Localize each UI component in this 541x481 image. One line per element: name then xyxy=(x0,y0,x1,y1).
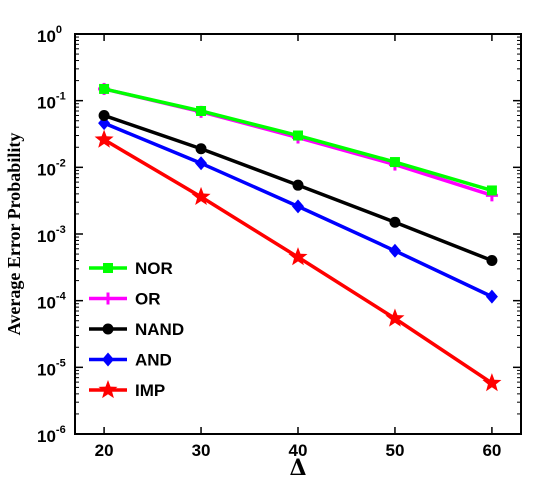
data-point-nand xyxy=(389,216,401,228)
data-point-nor xyxy=(389,157,400,168)
legend-marker-nand xyxy=(102,323,114,335)
legend-label-and: AND xyxy=(135,351,172,370)
legend-marker-or xyxy=(102,292,114,305)
x-axis-label: Δ xyxy=(289,455,306,481)
data-point-nand xyxy=(98,109,110,121)
legend-item-imp: IMP xyxy=(89,380,165,400)
legend-label-imp: IMP xyxy=(135,381,165,400)
x-tick-label: 50 xyxy=(385,441,404,460)
x-tick-label: 30 xyxy=(192,441,211,460)
data-point-imp xyxy=(288,247,308,266)
data-point-nand xyxy=(292,179,304,191)
series-nand xyxy=(98,109,498,267)
series-nor xyxy=(99,83,497,196)
legend-item-and: AND xyxy=(89,351,172,370)
data-point-nor xyxy=(196,105,207,116)
data-point-and xyxy=(485,289,498,304)
data-point-nor xyxy=(293,130,303,141)
y-tick-label: 10-4 xyxy=(37,291,67,313)
y-tick-label: 10-3 xyxy=(37,224,66,246)
data-point-nor xyxy=(486,185,497,196)
legend-marker-nor xyxy=(103,263,113,273)
x-tick-label: 40 xyxy=(289,441,308,460)
data-point-imp xyxy=(482,373,502,392)
legend-marker-and xyxy=(102,352,114,367)
data-point-nor xyxy=(99,83,110,94)
tick-labels: 20 30 40 50 60 10-6 10-5 10-4 10-3 10-2 10-1 100 xyxy=(37,24,501,460)
series-imp xyxy=(94,129,502,392)
data-point-imp xyxy=(385,308,405,327)
x-tick-label: 60 xyxy=(482,441,501,460)
y-tick-label: 10-6 xyxy=(37,424,66,446)
data-point-and xyxy=(292,199,304,214)
y-tick-label: 10-5 xyxy=(37,357,66,379)
legend-label-nor: NOR xyxy=(135,259,173,278)
data-point-nand xyxy=(486,255,498,267)
y-tick-label: 10-2 xyxy=(37,157,66,179)
y-tick-label: 10-1 xyxy=(37,91,66,113)
y-axis-label: Average Error Probability xyxy=(4,133,24,336)
legend: NOR OR NAND AND IMP xyxy=(89,259,184,400)
x-tick-label: 20 xyxy=(95,441,114,460)
data-point-and xyxy=(388,243,401,258)
series-layer xyxy=(94,82,502,392)
series-and xyxy=(98,116,498,304)
data-point-and xyxy=(195,156,208,171)
data-point-imp xyxy=(94,129,114,148)
data-point-nand xyxy=(195,143,207,155)
data-point-imp xyxy=(191,186,211,205)
axis-ticks xyxy=(75,33,521,435)
legend-item-nand: NAND xyxy=(89,320,184,339)
y-tick-label: 100 xyxy=(37,24,62,46)
legend-item-nor: NOR xyxy=(89,259,173,278)
legend-marker-imp xyxy=(98,380,118,399)
plot-area xyxy=(74,33,522,435)
legend-item-or: OR xyxy=(89,290,161,309)
legend-label-or: OR xyxy=(135,290,161,309)
legend-label-nand: NAND xyxy=(135,320,184,339)
